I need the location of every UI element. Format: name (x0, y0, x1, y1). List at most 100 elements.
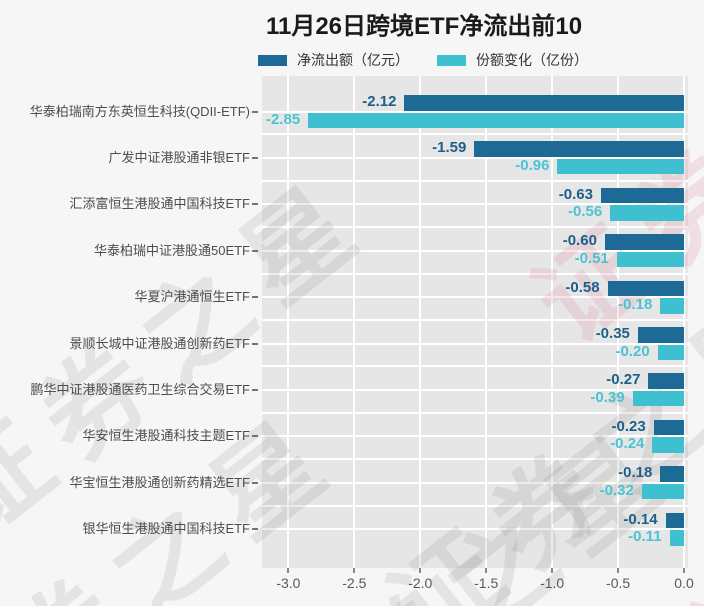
x-axis-tick-label: -1.5 (474, 575, 499, 591)
x-axis-tick-label: -2.5 (342, 575, 367, 591)
chart-title: 11月26日跨境ETF净流出前10 (265, 13, 583, 40)
category-label: 华泰柏瑞南方东英恒生科技(QDII-ETF) (29, 103, 250, 119)
bar-value-label: -0.18 (618, 464, 653, 482)
gridline-vertical (353, 76, 356, 568)
bar-value-label: -0.18 (618, 296, 653, 314)
bar (657, 344, 685, 360)
x-axis-tick (485, 568, 488, 573)
bar-value-label: -0.24 (610, 435, 645, 453)
x-axis-tick-label: 0.0 (674, 575, 694, 591)
bar-value-label: -0.35 (595, 325, 630, 342)
bar-value-label: -0.63 (558, 185, 593, 203)
gridline-vertical (617, 76, 620, 568)
bar-value-label: -2.12 (362, 93, 397, 110)
gridline-horizontal (262, 226, 688, 229)
bar-value-label: -0.58 (565, 278, 600, 296)
bar-value-label: -0.23 (611, 417, 646, 435)
y-axis-tick (252, 342, 258, 345)
bar-value-label: -0.14 (623, 510, 658, 528)
gridline-horizontal (262, 272, 688, 275)
bar (557, 158, 685, 175)
gridline-horizontal (262, 319, 688, 321)
gridline-horizontal (262, 528, 688, 531)
gridline-vertical (419, 76, 422, 568)
gridline-horizontal (262, 481, 688, 484)
gridline-horizontal (262, 388, 688, 391)
x-axis-tick-label: -1.0 (540, 575, 565, 591)
gridline-horizontal (262, 203, 688, 206)
bar (600, 187, 685, 204)
bar-value-label: -0.11 (628, 528, 662, 546)
bar-value-label: -0.27 (606, 371, 641, 389)
bar-value-label: -0.32 (599, 481, 634, 499)
gridline-vertical (683, 76, 686, 568)
x-axis-tick-label: -0.5 (606, 575, 631, 591)
gridline-vertical (485, 76, 488, 568)
legend-label-net-outflow: 净流出额（亿元） (297, 52, 409, 68)
y-axis-tick (252, 388, 258, 391)
bar (610, 205, 685, 221)
gridline-horizontal (262, 342, 688, 345)
gridline-horizontal (262, 435, 688, 438)
category-label: 景顺长城中证港股通创新药ETF (69, 335, 250, 351)
x-axis-tick (287, 568, 290, 573)
gridline-horizontal (262, 110, 688, 113)
bar (660, 466, 685, 482)
gridline-horizontal (262, 249, 688, 252)
y-axis-tick (252, 435, 258, 438)
gridline-horizontal (262, 156, 688, 159)
bar (604, 234, 685, 250)
legend-item-net-outflow: 净流出额（亿元） (258, 50, 409, 70)
category-label: 华安恒生港股通科技主题ETF (82, 428, 250, 444)
gridline-horizontal (262, 365, 688, 368)
gridline-vertical (287, 76, 290, 568)
bar-value-label: -0.39 (590, 388, 625, 406)
gridline-horizontal (262, 179, 688, 182)
legend-label-share-change: 份额变化（亿份） (476, 52, 588, 68)
gridline-horizontal (262, 133, 688, 136)
bar (665, 512, 685, 529)
bar-value-label: -0.56 (567, 203, 603, 221)
bar (637, 327, 685, 343)
bar (616, 251, 685, 268)
category-label: 广发中证港股通非银ETF (108, 149, 250, 165)
x-axis-tick (551, 568, 554, 573)
bar (652, 437, 685, 453)
bar-value-label: -0.60 (562, 232, 597, 250)
bar (632, 390, 685, 407)
y-axis-tick (252, 481, 258, 484)
category-label: 华宝恒生港股通创新药精选ETF (69, 474, 250, 490)
gridline-horizontal (262, 504, 688, 507)
x-axis-tick-label: -2.0 (408, 575, 433, 591)
plot-area: -2.12 -2.85 -1.59 -0.96 -0.63 -0.56 -0.60 -0.51… (262, 76, 688, 568)
gridline-horizontal (262, 458, 688, 461)
category-label: 鹏华中证港股通医药卫生综合交易ETF (30, 381, 250, 397)
bar (308, 112, 685, 128)
bar-value-label: -2.85 (265, 110, 301, 128)
x-axis-tick-label: -3.0 (276, 575, 301, 591)
bar-value-label: -0.20 (615, 342, 650, 360)
bar (607, 280, 685, 297)
gridline-horizontal (262, 296, 688, 299)
legend-item-share-change: 份额变化（亿份） (437, 50, 588, 70)
bar-value-label: -0.96 (515, 156, 550, 174)
x-axis-tick (419, 568, 422, 573)
bar (653, 419, 685, 436)
legend-swatch-share-change (437, 54, 466, 66)
legend-swatch-net-outflow (258, 54, 287, 66)
legend: 净流出额（亿元） 份额变化（亿份） (258, 50, 588, 70)
y-axis-tick (252, 156, 258, 159)
y-axis-tick (252, 528, 258, 531)
y-axis-tick (252, 203, 258, 206)
y-axis-tick (252, 249, 258, 252)
bar (648, 373, 685, 389)
gridline-vertical (551, 76, 554, 568)
category-label: 华泰柏瑞中证港股通50ETF (93, 242, 250, 258)
y-axis-tick (252, 110, 258, 113)
category-label: 银华恒生港股通中国科技ETF (82, 521, 250, 537)
gridline-horizontal (262, 411, 688, 414)
bar-value-label: -1.59 (432, 139, 467, 157)
x-axis-tick (683, 568, 686, 573)
bar (404, 95, 685, 111)
